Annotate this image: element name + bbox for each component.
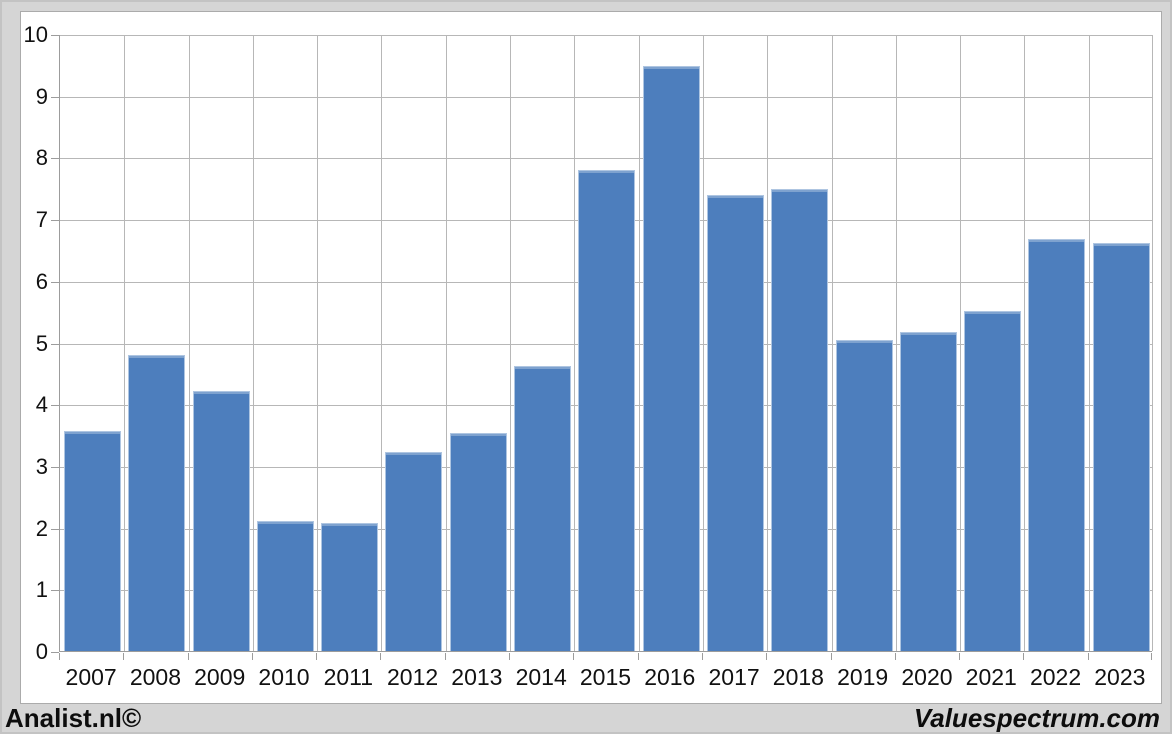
y-axis-tick xyxy=(51,220,59,222)
x-axis-tick xyxy=(1088,653,1089,660)
y-tick-label: 7 xyxy=(35,207,48,233)
bar-2020 xyxy=(900,332,957,651)
gridline-v xyxy=(960,35,961,651)
x-tick-label-2018: 2018 xyxy=(772,664,824,690)
gridline-v xyxy=(317,35,318,651)
x-axis-tick xyxy=(1023,653,1024,660)
x-tick-label-2012: 2012 xyxy=(387,664,439,690)
plot-area xyxy=(59,35,1153,652)
gridline-v xyxy=(189,35,190,651)
y-tick-label: 8 xyxy=(35,145,48,171)
x-tick-label-2020: 2020 xyxy=(901,664,953,690)
x-tick-label-2013: 2013 xyxy=(451,664,503,690)
y-tick-label: 0 xyxy=(35,639,48,664)
gridline-v xyxy=(1152,35,1153,651)
x-axis-tick xyxy=(123,653,124,660)
gridline-v xyxy=(639,35,640,651)
bar-2011 xyxy=(321,523,378,651)
gridline-v xyxy=(703,35,704,651)
y-axis-tick xyxy=(51,405,59,407)
brand-analist: Analist.nl© xyxy=(5,703,142,733)
x-tick-label-2022: 2022 xyxy=(1029,664,1082,690)
y-axis-tick xyxy=(51,96,59,98)
y-tick-label: 1 xyxy=(35,577,48,603)
x-axis-tick xyxy=(702,653,703,660)
x-tick-label-2007: 2007 xyxy=(65,664,117,690)
gridline-v xyxy=(574,35,575,651)
gridline-h xyxy=(60,35,1152,36)
x-axis-tick xyxy=(573,653,574,660)
x-tick-label-2019: 2019 xyxy=(837,664,889,690)
bar-2008 xyxy=(128,355,185,651)
bar-2014 xyxy=(514,365,571,651)
bar-2009 xyxy=(193,391,250,651)
bar-2022 xyxy=(1028,239,1085,651)
y-tick-label: 10 xyxy=(23,22,48,47)
y-axis-tick xyxy=(51,158,59,160)
bar-2013 xyxy=(450,433,507,651)
x-tick-label-2008: 2008 xyxy=(129,664,181,690)
gridline-h xyxy=(60,96,1152,98)
gridline-v xyxy=(1089,35,1090,651)
x-tick-label-2015: 2015 xyxy=(579,664,632,690)
x-tick-label-2011: 2011 xyxy=(323,664,374,690)
x-axis-tick xyxy=(188,653,189,660)
x-axis-tick xyxy=(59,653,60,660)
x-axis-tick xyxy=(638,653,639,660)
y-axis-tick xyxy=(51,281,59,283)
bar-2018 xyxy=(771,188,828,651)
gridline-v xyxy=(767,35,768,651)
y-tick-label: 3 xyxy=(35,453,48,479)
bar-2010 xyxy=(257,520,314,651)
gridline-h xyxy=(60,158,1152,160)
bar-2019 xyxy=(836,340,893,651)
y-axis-tick xyxy=(51,528,59,530)
gridline-v xyxy=(381,35,382,651)
bar-2016 xyxy=(643,66,700,651)
x-axis-tick xyxy=(509,653,510,660)
x-axis-tick xyxy=(252,653,253,660)
bar-2007 xyxy=(64,430,121,651)
x-tick-label-2016: 2016 xyxy=(644,664,696,690)
x-tick-label-2009: 2009 xyxy=(194,664,246,690)
gridline-v xyxy=(896,35,897,651)
x-axis-tick xyxy=(831,653,832,660)
x-axis-tick xyxy=(1151,653,1152,660)
bar-2015 xyxy=(578,170,635,651)
bar-2023 xyxy=(1093,242,1150,651)
x-axis-tick xyxy=(766,653,767,660)
y-tick-label: 5 xyxy=(35,330,48,356)
x-axis-tick xyxy=(380,653,381,660)
x-axis-tick xyxy=(895,653,896,660)
gridline-v xyxy=(832,35,833,651)
x-tick-label-2014: 2014 xyxy=(515,664,567,690)
x-axis-tick xyxy=(959,653,960,660)
bar-2017 xyxy=(707,195,764,651)
x-tick-label-2017: 2017 xyxy=(708,664,760,690)
gridline-v xyxy=(253,35,254,651)
bar-2012 xyxy=(385,452,442,651)
y-tick-label: 2 xyxy=(35,515,48,541)
y-tick-label: 4 xyxy=(35,392,48,418)
y-axis-tick xyxy=(51,652,59,653)
gridline-v xyxy=(510,35,511,651)
y-tick-label: 6 xyxy=(35,268,48,294)
x-axis-tick xyxy=(316,653,317,660)
x-axis-tick xyxy=(445,653,446,660)
y-axis-tick xyxy=(51,35,59,36)
y-tick-label: 9 xyxy=(35,83,48,109)
x-tick-label-2023: 2023 xyxy=(1094,664,1146,690)
y-axis-tick xyxy=(51,590,59,592)
x-tick-label-2010: 2010 xyxy=(258,664,310,690)
y-axis-tick xyxy=(51,466,59,468)
gridline-v xyxy=(124,35,125,651)
gridline-v xyxy=(446,35,447,651)
bar-2021 xyxy=(964,311,1021,651)
x-tick-label-2021: 2021 xyxy=(965,664,1017,690)
brand-valuespectrum: Valuespectrum.com xyxy=(913,703,1160,733)
y-axis-tick xyxy=(51,343,59,345)
gridline-v xyxy=(1024,35,1025,651)
